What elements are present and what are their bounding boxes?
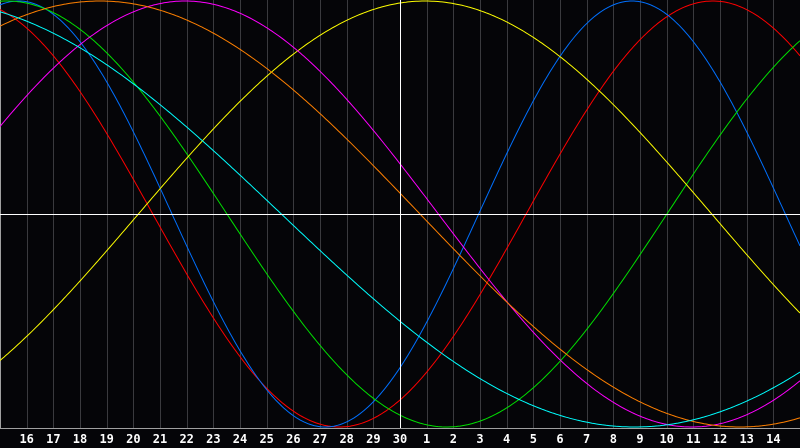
x-tick-label: 16 — [19, 432, 33, 446]
x-tick-label: 11 — [686, 432, 700, 446]
x-tick-label: 8 — [610, 432, 617, 446]
x-tick-label: 21 — [153, 432, 167, 446]
x-tick-label: 1 — [423, 432, 430, 446]
x-tick-label: 3 — [476, 432, 483, 446]
x-tick-label: 27 — [313, 432, 327, 446]
x-tick-label: 28 — [339, 432, 353, 446]
x-tick-label: 26 — [286, 432, 300, 446]
x-tick-label: 6 — [556, 432, 563, 446]
x-tick-label: 9 — [636, 432, 643, 446]
x-tick-label: 10 — [659, 432, 673, 446]
x-tick-label: 25 — [259, 432, 273, 446]
x-tick-label: 13 — [739, 432, 753, 446]
x-tick-label: 22 — [179, 432, 193, 446]
x-tick-label: 29 — [366, 432, 380, 446]
x-tick-label: 19 — [99, 432, 113, 446]
x-tick-label: 5 — [530, 432, 537, 446]
x-tick-label: 20 — [126, 432, 140, 446]
x-tick-label: 17 — [46, 432, 60, 446]
x-tick-label: 18 — [73, 432, 87, 446]
x-tick-label: 7 — [583, 432, 590, 446]
x-tick-label: 24 — [233, 432, 247, 446]
x-tick-label: 12 — [713, 432, 727, 446]
x-tick-label: 14 — [766, 432, 780, 446]
x-tick-label: 2 — [450, 432, 457, 446]
x-tick-label: 30 — [393, 432, 407, 446]
x-tick-label: 23 — [206, 432, 220, 446]
x-tick-label: 4 — [503, 432, 510, 446]
